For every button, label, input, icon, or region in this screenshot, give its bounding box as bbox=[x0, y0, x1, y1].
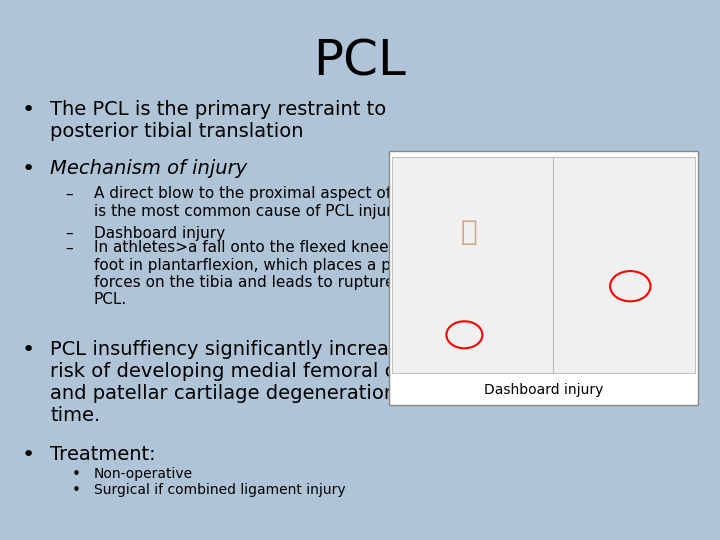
Text: Mechanism of injury: Mechanism of injury bbox=[50, 159, 248, 178]
Text: Surgical if combined ligament injury: Surgical if combined ligament injury bbox=[94, 483, 345, 497]
Text: PCL: PCL bbox=[314, 38, 406, 86]
Text: PCL insuffiency significantly increased the
risk of developing medial femoral co: PCL insuffiency significantly increased … bbox=[50, 340, 462, 425]
Text: Treatment:: Treatment: bbox=[50, 446, 156, 464]
Text: Non-operative: Non-operative bbox=[94, 467, 193, 481]
Text: Dashboard injury: Dashboard injury bbox=[484, 383, 603, 397]
Text: –: – bbox=[65, 226, 73, 241]
Text: Dashboard injury: Dashboard injury bbox=[94, 226, 225, 241]
FancyBboxPatch shape bbox=[553, 157, 696, 373]
Text: •: • bbox=[22, 446, 35, 465]
Text: •: • bbox=[22, 159, 35, 179]
Text: •: • bbox=[22, 100, 35, 120]
Text: In athletes>a fall onto the flexed knee with the
foot in plantarflexion, which p: In athletes>a fall onto the flexed knee … bbox=[94, 240, 456, 307]
FancyBboxPatch shape bbox=[392, 157, 554, 373]
Text: –: – bbox=[65, 186, 73, 201]
Text: A direct blow to the proximal aspect of the tibia
is the most common cause of PC: A direct blow to the proximal aspect of … bbox=[94, 186, 459, 219]
FancyBboxPatch shape bbox=[389, 151, 698, 405]
Text: •: • bbox=[22, 340, 35, 360]
Text: •: • bbox=[72, 467, 81, 482]
Text: •: • bbox=[72, 483, 81, 498]
Text: The PCL is the primary restraint to
posterior tibial translation: The PCL is the primary restraint to post… bbox=[50, 100, 387, 141]
Text: –: – bbox=[65, 240, 73, 255]
Text: 🧍: 🧍 bbox=[461, 218, 477, 246]
